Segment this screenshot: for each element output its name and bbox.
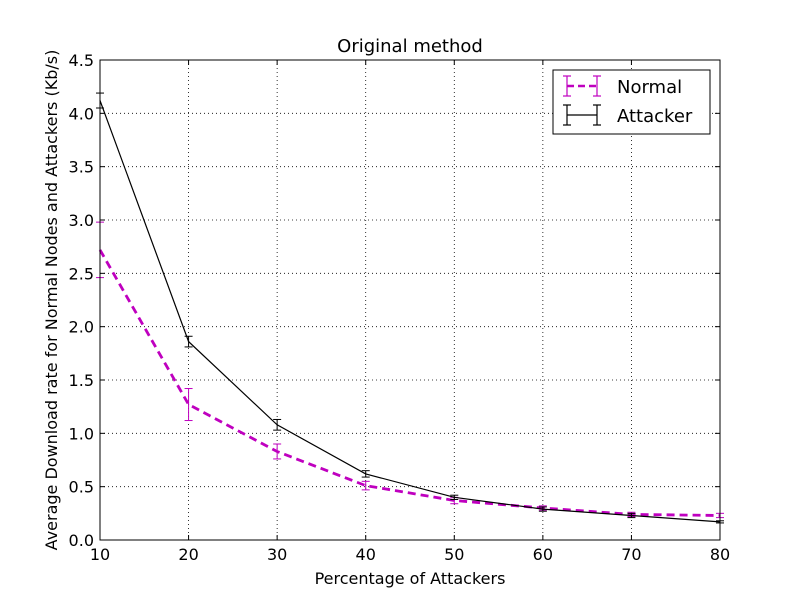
x-tick-label: 50 — [444, 545, 464, 564]
legend: Normal Attacker — [552, 69, 711, 135]
data-point-normal — [276, 450, 278, 453]
data-point-attacker — [365, 473, 367, 475]
legend-marker-normal — [563, 75, 601, 97]
y-tick-label: 4.5 — [69, 51, 94, 70]
data-point-attacker — [187, 341, 190, 343]
x-tick-labels: 10 20 30 40 50 60 70 80 — [90, 545, 730, 564]
legend-marker-attacker — [563, 104, 601, 126]
y-tick-label: 3.5 — [69, 158, 94, 177]
data-point-normal — [453, 499, 455, 502]
data-point-attacker — [453, 496, 455, 498]
data-point-attacker — [630, 514, 633, 517]
x-tick-label: 60 — [533, 545, 553, 564]
data-point-normal — [187, 403, 190, 406]
y-axis-label: Average Download rate for Normal Nodes a… — [42, 50, 61, 551]
x-tick-label: 10 — [90, 545, 110, 564]
series-line-attacker — [99, 100, 721, 523]
data-point-normal — [365, 485, 367, 487]
x-tick-label: 30 — [267, 545, 287, 564]
y-tick-label: 0.5 — [69, 478, 94, 497]
legend-label-attacker: Attacker — [617, 106, 693, 127]
y-tick-label: 2.5 — [69, 264, 94, 283]
x-tick-label: 80 — [710, 545, 730, 564]
data-point-attacker — [276, 424, 278, 426]
y-tick-label: 0.0 — [69, 531, 94, 550]
legend-label-normal: Normal — [617, 77, 682, 98]
series-line-normal — [98, 249, 721, 517]
legend-box — [552, 69, 711, 135]
x-tick-label: 20 — [178, 545, 198, 564]
y-tick-labels: 0.0 0.5 1.0 1.5 2.0 2.5 3.0 3.5 4.0 4.5 — [69, 51, 94, 550]
plot-area-frame — [99, 59, 721, 541]
y-tick-label: 1.5 — [69, 371, 94, 390]
y-tick-label: 1.0 — [69, 424, 94, 443]
chart-title: Original method — [337, 36, 483, 57]
x-tick-label: 70 — [621, 545, 641, 564]
x-tick-label: 40 — [356, 545, 376, 564]
y-tick-label: 4.0 — [69, 104, 94, 123]
y-tick-label: 3.0 — [69, 211, 94, 230]
data-point-attacker — [542, 508, 544, 510]
y-tick-label: 2.0 — [69, 318, 94, 337]
x-axis-label: Percentage of Attackers — [315, 569, 506, 588]
axis-ticks — [99, 59, 721, 541]
